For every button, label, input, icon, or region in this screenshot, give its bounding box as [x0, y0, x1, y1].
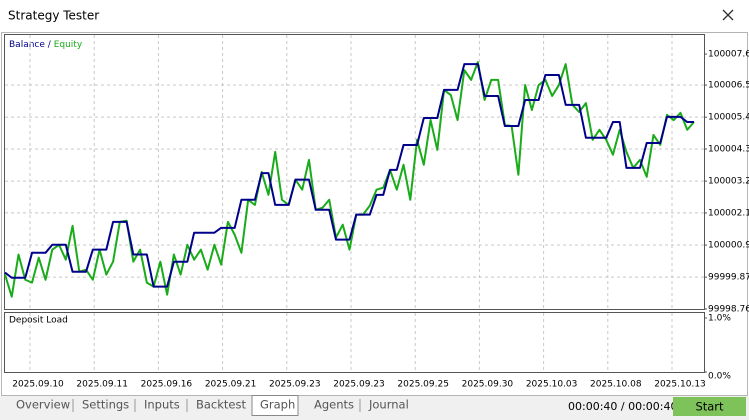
tab[interactable]: Journal	[368, 398, 409, 412]
start-label[interactable]: Start	[695, 400, 724, 414]
x-tick-label: 2025.09.11	[76, 380, 128, 390]
x-tick-label: 2025.10.03	[526, 380, 578, 390]
plot-area	[4, 34, 705, 310]
x-tick-label: 2025.09.21	[205, 380, 257, 390]
x-tick-label: 2025.09.30	[462, 380, 514, 390]
legend-balance: Balance	[9, 40, 45, 50]
legend: Balance / Equity	[9, 40, 83, 50]
deposit-title: Deposit Load	[9, 316, 68, 326]
tab[interactable]: Inputs	[144, 398, 180, 412]
legend-equity: Equity	[54, 40, 83, 50]
active-tab	[251, 395, 299, 416]
timer: 00:00:40 / 00:00:40	[568, 400, 678, 413]
x-tick-label: 2025.09.10	[12, 380, 64, 390]
tab[interactable]: Backtest	[196, 398, 246, 412]
legend-separator: /	[48, 40, 52, 50]
tab[interactable]: Overview	[16, 398, 70, 412]
y-tick-label: 100000.99	[708, 241, 749, 251]
tab[interactable]: Agents	[314, 398, 354, 412]
x-tick-label: 2025.10.13	[654, 380, 706, 390]
x-tick-label: 2025.09.23	[333, 380, 385, 390]
y-tick-label: 100003.22	[708, 177, 749, 187]
series-line	[4, 63, 694, 288]
window-title: Strategy Tester	[8, 9, 99, 23]
x-tick-label: 2025.10.08	[590, 380, 642, 390]
y-tick-label: 1.0%	[708, 314, 731, 324]
deposit-panel	[4, 312, 705, 373]
y-tick-label: 0.0%	[708, 372, 731, 382]
tab[interactable]: Graph	[260, 398, 295, 412]
y-tick-label: 100006.57	[708, 81, 749, 91]
close-button[interactable]	[722, 9, 734, 21]
y-tick-label: 100005.45	[708, 113, 749, 123]
y-tick-label: 99998.76	[708, 305, 749, 315]
y-tick-label: 100004.34	[708, 144, 749, 154]
y-tick-label: 100002.11	[708, 208, 749, 218]
x-tick-label: 2025.09.25	[397, 380, 449, 390]
start-button[interactable]	[673, 397, 746, 416]
y-tick-label: 100007.65	[708, 50, 749, 60]
tab[interactable]: Settings	[82, 398, 129, 412]
x-tick-label: 2025.09.23	[269, 380, 321, 390]
x-tick-label: 2025.09.16	[141, 380, 193, 390]
y-tick-label: 99999.87	[708, 273, 749, 283]
tab-bar	[0, 396, 749, 420]
